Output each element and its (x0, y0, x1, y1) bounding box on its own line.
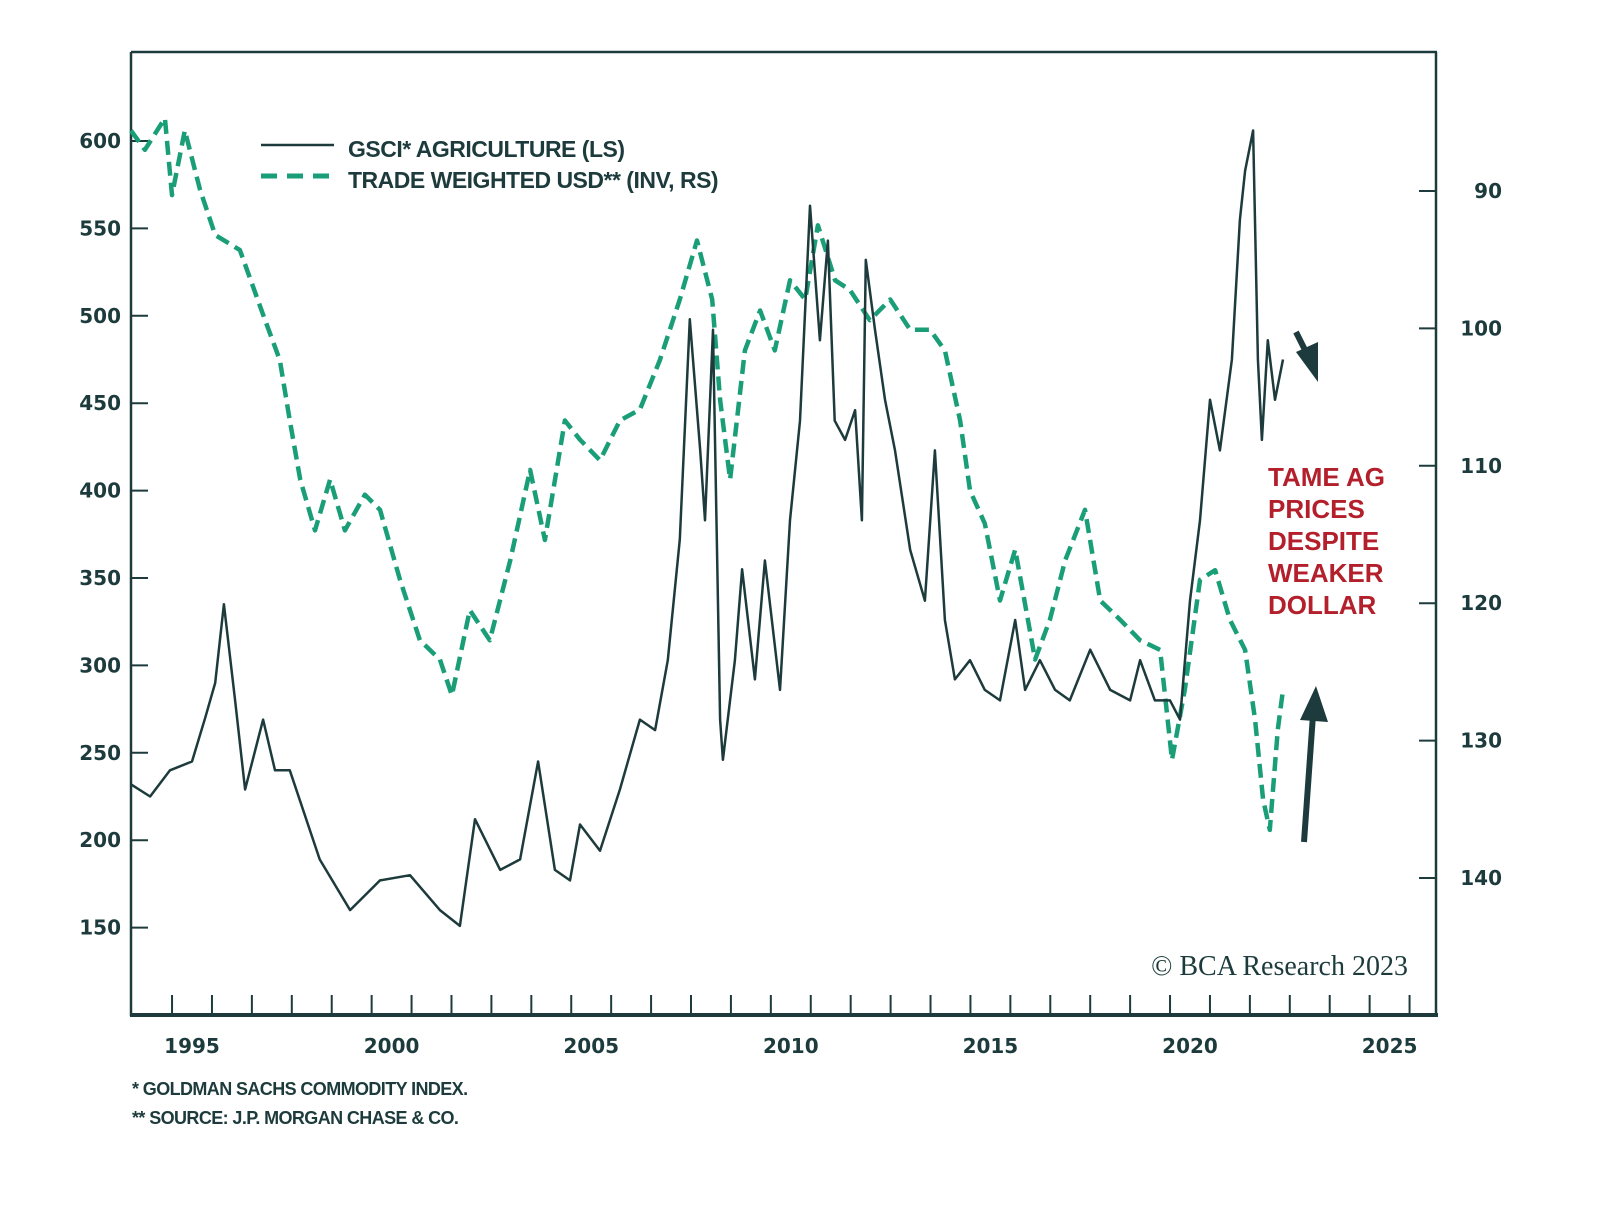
x-tick-label: 2010 (763, 1034, 819, 1058)
x-tick-label: 2020 (1162, 1034, 1218, 1058)
copyright: © BCA Research 2023 (1151, 951, 1408, 982)
left-y-tick-label: 400 (79, 479, 121, 503)
arrow-up-icon (1300, 686, 1328, 843)
annotation: TAME AG PRICES DESPITE WEAKER DOLLAR (1268, 462, 1385, 620)
legend-label-gsci: GSCI* AGRICULTURE (LS) (348, 136, 625, 162)
arrow-down-icon (1293, 330, 1318, 382)
right-y-tick-label: 90 (1474, 179, 1502, 203)
left-y-tick-label: 500 (79, 304, 121, 328)
footnote: ** SOURCE: J.P. MORGAN CHASE & CO. (132, 1108, 458, 1128)
right-y-tick-label: 100 (1460, 316, 1502, 340)
left-y-tick-label: 600 (79, 129, 121, 153)
left-y-tick-label: 350 (79, 566, 121, 590)
left-y-tick-label: 550 (79, 216, 121, 240)
legend: GSCI* AGRICULTURE (LS) TRADE WEIGHTED US… (261, 136, 719, 193)
left-y-tick-label: 200 (79, 828, 121, 852)
x-tick-label: 2005 (563, 1034, 619, 1058)
right-y-tick-label: 140 (1460, 866, 1502, 890)
annotation-line: DESPITE (1268, 526, 1379, 556)
right-y-tick-label: 110 (1460, 454, 1502, 478)
left-y-tick-label: 150 (79, 916, 121, 940)
plot-frame (129, 50, 1438, 1017)
series-lines (129, 115, 1286, 928)
annotation-line: TAME AG (1268, 462, 1385, 492)
right-y-tick-label: 120 (1460, 591, 1502, 615)
gsci-agriculture-line (130, 129, 1285, 928)
left-y-tick-label: 450 (79, 391, 121, 415)
annotation-line: WEAKER (1268, 558, 1384, 588)
legend-label-usd: TRADE WEIGHTED USD** (INV, RS) (348, 167, 718, 193)
left-y-tick-label: 300 (79, 653, 121, 677)
left-y-tick-label: 250 (79, 741, 121, 765)
annotation-line: DOLLAR (1268, 590, 1377, 620)
right-y-tick-label: 130 (1460, 729, 1502, 753)
axis-ticks: 1995 2000 2005 2010 2015 2020 2025 150 200 250 300… (79, 129, 1502, 1058)
x-tick-label: 2000 (364, 1034, 420, 1058)
annotation-line: PRICES (1268, 494, 1365, 524)
x-tick-label: 2015 (963, 1034, 1019, 1058)
x-tick-label: 1995 (164, 1034, 220, 1058)
x-tick-label: 2025 (1362, 1034, 1418, 1058)
trade-weighted-usd-line (129, 115, 1286, 833)
footnote: * GOLDMAN SACHS COMMODITY INDEX. (132, 1079, 467, 1099)
